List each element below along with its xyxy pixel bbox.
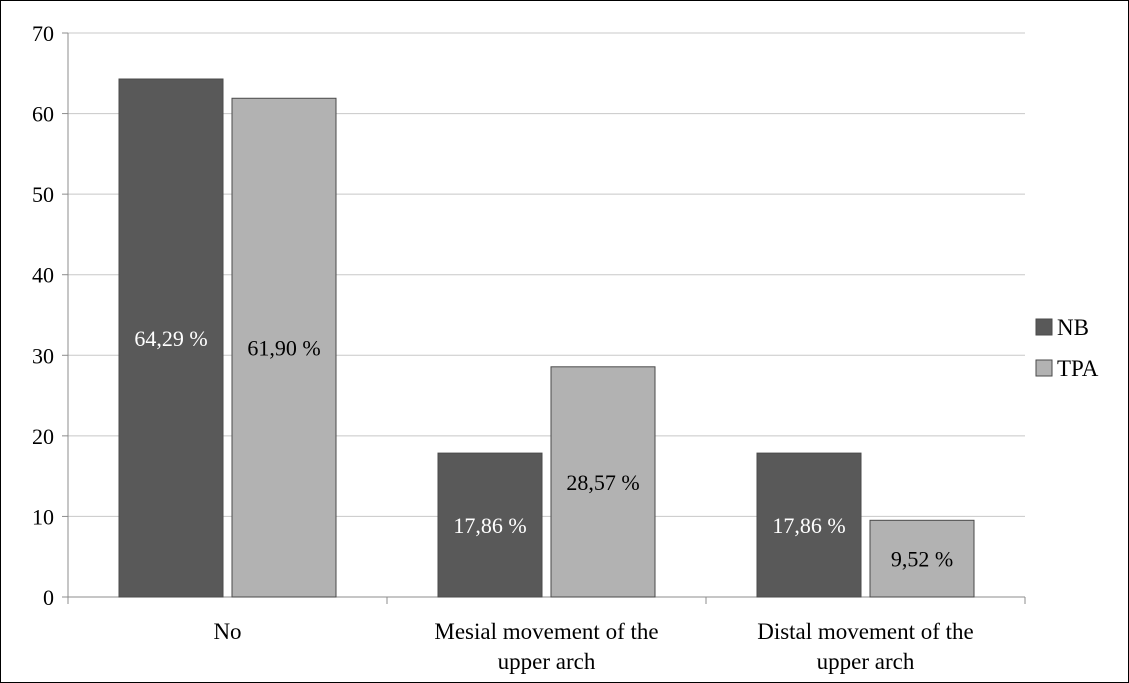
- x-category-label: upper arch: [817, 649, 915, 674]
- data-label: 9,52 %: [891, 547, 953, 572]
- y-tick-label: 50: [32, 182, 54, 207]
- y-tick-label: 70: [32, 21, 54, 46]
- bar-nb: [756, 452, 862, 598]
- data-label: 28,57 %: [566, 470, 639, 495]
- y-tick-label: 0: [43, 585, 54, 610]
- axes: 0 10 20 30 40 50 60 70 No Mesial movement of the u…: [32, 21, 1026, 674]
- legend: NB TPA: [1035, 315, 1099, 381]
- y-tick-label: 30: [32, 343, 54, 368]
- bars: [118, 78, 975, 598]
- bar-tpa: [869, 519, 975, 598]
- data-label: 17,86 %: [772, 513, 845, 538]
- bar-nb: [437, 452, 543, 598]
- data-labels: 64,29 % 61,90 % 17,86 % 28,57 % 17,86 % 9,52 …: [134, 326, 953, 572]
- data-label: 61,90 %: [247, 336, 320, 361]
- data-label: 64,29 %: [134, 326, 207, 351]
- y-tick-label: 10: [32, 504, 54, 529]
- x-category-label: Distal movement of the: [757, 619, 974, 644]
- x-category-label: Mesial movement of the: [434, 619, 658, 644]
- legend-label: NB: [1057, 315, 1089, 340]
- bar-nb: [118, 78, 224, 598]
- bar-tpa: [231, 97, 337, 598]
- bar-tpa: [550, 366, 656, 598]
- y-tick-label: 40: [32, 263, 54, 288]
- legend-swatch-tpa: [1035, 359, 1053, 377]
- y-tick-label: 20: [32, 424, 54, 449]
- y-tick-label: 60: [32, 102, 54, 127]
- legend-swatch-nb: [1035, 318, 1053, 336]
- x-category-label: No: [213, 619, 241, 644]
- x-category-label: upper arch: [498, 649, 596, 674]
- gridlines: [68, 32, 1025, 517]
- data-label: 17,86 %: [453, 513, 526, 538]
- legend-label: TPA: [1057, 356, 1099, 381]
